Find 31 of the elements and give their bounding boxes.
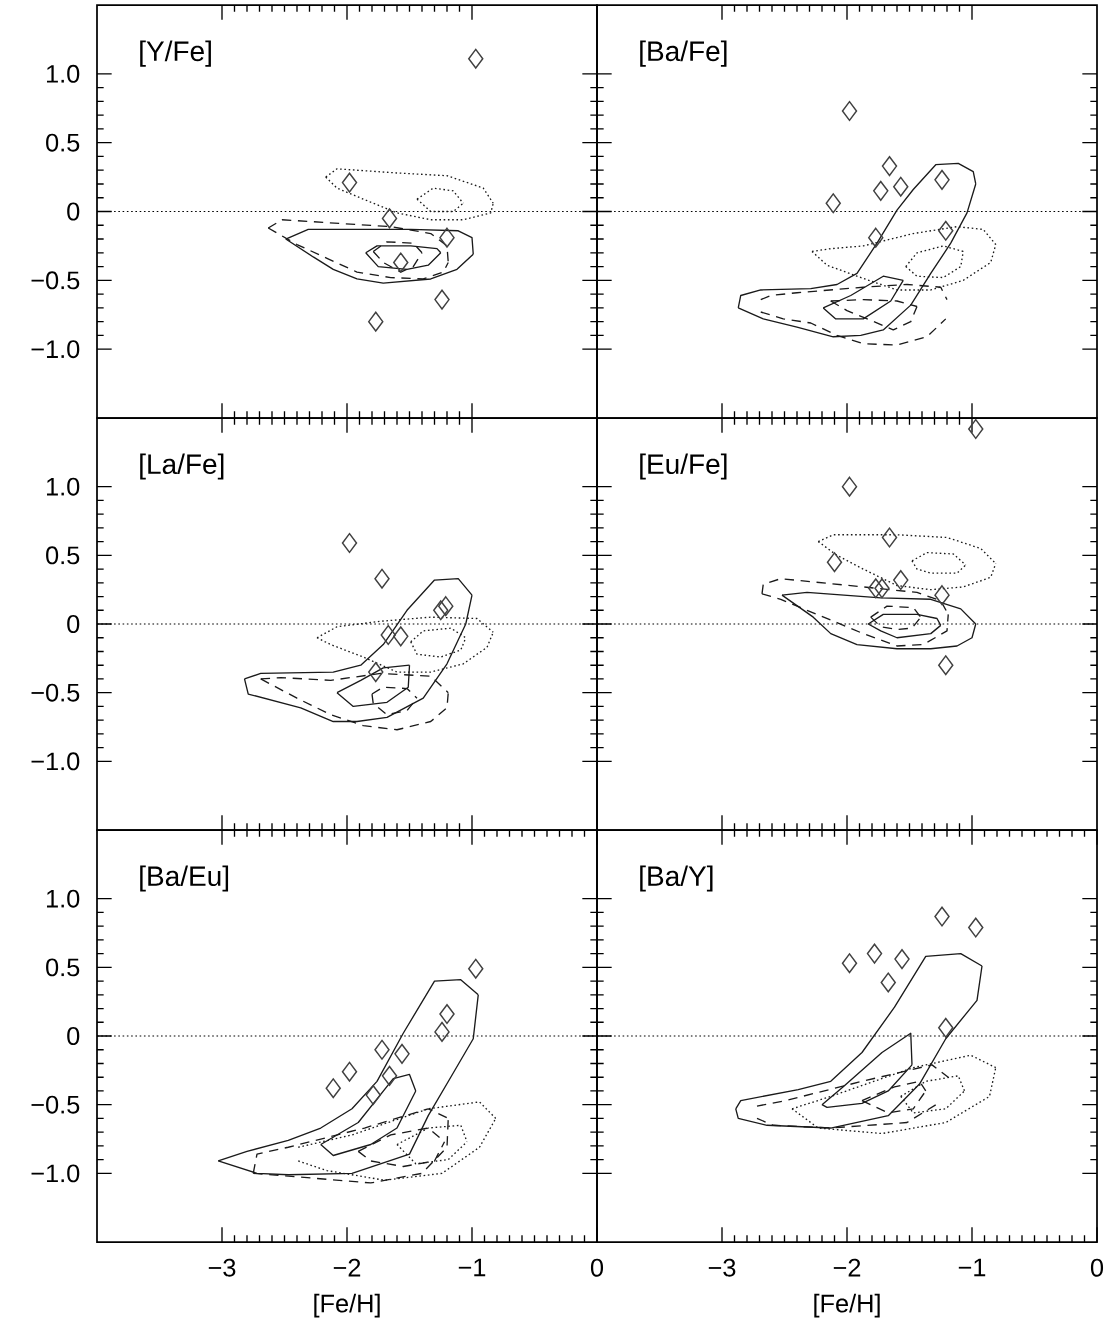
- y-tick-label: 1.0: [47, 477, 80, 496]
- x-tick-label: −3: [208, 1258, 236, 1277]
- y-tick-label: 0: [67, 1027, 80, 1045]
- x-tick-label: −1: [458, 1258, 486, 1277]
- y-tick-label: −1.0: [31, 1164, 80, 1183]
- y-tick-label: 0.5: [46, 133, 80, 152]
- text: [Eu/Fe]: [640, 453, 727, 480]
- x-tick-label: −2: [833, 1258, 861, 1277]
- text: [Ba/Y]: [640, 865, 713, 892]
- x-axis-title: [Fe/H]: [814, 1293, 880, 1318]
- y-tick-label: 1.0: [47, 64, 80, 83]
- x-tick-label: −3: [708, 1258, 736, 1277]
- x-axis-title: [Fe/H]: [314, 1293, 380, 1318]
- x-tick-label: −2: [333, 1258, 361, 1277]
- y-tick-label: 0: [67, 202, 80, 221]
- y-tick-label: 0.5: [46, 546, 80, 565]
- y-tick-label: −0.5: [31, 1095, 80, 1114]
- text: [Y/Fe]: [140, 40, 211, 67]
- text: [La/Fe]: [140, 453, 224, 480]
- y-tick-label: 0.5: [46, 958, 80, 977]
- y-tick-label: 1.0: [47, 889, 80, 908]
- x-tick-label: 0: [590, 1258, 604, 1277]
- x-tick-label: 0: [1090, 1258, 1104, 1277]
- y-tick-label: −1.0: [31, 752, 80, 771]
- y-tick-label: 0: [67, 615, 80, 633]
- x-tick-label: −1: [958, 1258, 986, 1277]
- y-tick-label: −0.5: [31, 271, 80, 290]
- text: [Ba/Eu]: [140, 865, 229, 892]
- y-tick-label: −1.0: [31, 340, 80, 359]
- text: [Ba/Fe]: [640, 40, 727, 67]
- y-tick-label: −0.5: [31, 683, 80, 702]
